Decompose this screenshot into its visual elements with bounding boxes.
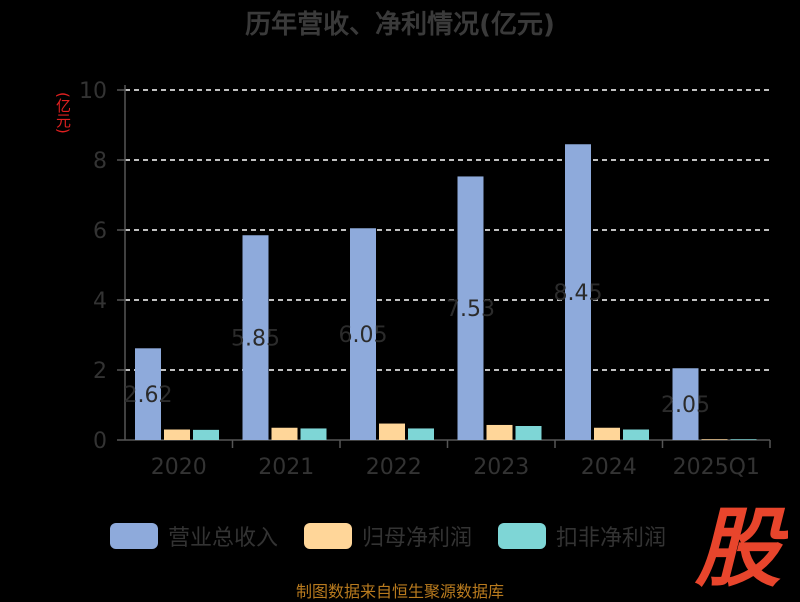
data-label-revenue: 2.05 bbox=[661, 393, 710, 418]
bar-deducted-profit bbox=[730, 439, 757, 440]
x-tick-label: 2025Q1 bbox=[673, 455, 760, 480]
legend-item-revenue: 营业总收入 bbox=[110, 520, 278, 552]
y-tick-label: 8 bbox=[93, 149, 107, 174]
bar-deducted-profit bbox=[300, 428, 327, 440]
bar-revenue bbox=[565, 144, 591, 440]
bar-net-profit bbox=[271, 427, 298, 440]
y-tick-label: 6 bbox=[93, 219, 107, 244]
data-label-revenue: 5.85 bbox=[231, 327, 280, 352]
x-tick-label: 2022 bbox=[366, 455, 422, 480]
bar-deducted-profit bbox=[623, 429, 649, 440]
bar-net-profit bbox=[701, 439, 728, 440]
stock-logo: 股 bbox=[694, 500, 788, 590]
y-tick-label: 2 bbox=[93, 359, 107, 384]
bar-deducted-profit bbox=[408, 428, 434, 440]
y-tick-label: 10 bbox=[79, 79, 107, 104]
svg-text:股: 股 bbox=[694, 500, 788, 590]
legend-item-deducted-profit: 扣非净利润 bbox=[498, 520, 666, 552]
y-axis-unit-label: (亿元) bbox=[54, 92, 72, 134]
bar-revenue bbox=[672, 368, 699, 440]
x-tick-label: 2020 bbox=[151, 455, 207, 480]
bar-deducted-profit bbox=[193, 429, 219, 440]
bar-revenue bbox=[135, 348, 161, 440]
data-label-revenue: 7.53 bbox=[446, 297, 495, 322]
bar-net-profit bbox=[379, 423, 405, 440]
x-tick-label: 2021 bbox=[258, 455, 314, 480]
data-label-revenue: 2.62 bbox=[124, 383, 173, 408]
y-tick-label: 0 bbox=[93, 429, 107, 454]
bar-net-profit bbox=[164, 429, 190, 440]
x-tick-label: 2024 bbox=[581, 455, 637, 480]
bar-revenue bbox=[242, 235, 269, 440]
data-label-revenue: 8.45 bbox=[554, 281, 603, 306]
legend-label-deducted-profit: 扣非净利润 bbox=[556, 526, 667, 551]
chart-legend: 营业总收入 归母净利润 扣非净利润 bbox=[110, 518, 692, 554]
bar-deducted-profit bbox=[515, 426, 542, 440]
bar-revenue bbox=[350, 228, 376, 440]
y-tick-label: 4 bbox=[93, 289, 107, 314]
bar-revenue bbox=[457, 176, 484, 440]
legend-item-net-profit: 归母净利润 bbox=[304, 520, 472, 552]
bar-net-profit bbox=[594, 427, 620, 440]
legend-swatch-revenue bbox=[110, 523, 158, 549]
legend-label-net-profit: 归母净利润 bbox=[362, 526, 473, 551]
legend-label-revenue: 营业总收入 bbox=[168, 526, 279, 551]
data-label-revenue: 6.05 bbox=[339, 323, 388, 348]
legend-swatch-deducted-profit bbox=[498, 523, 547, 549]
chart-title: 历年营收、净利情况(亿元) bbox=[245, 10, 555, 40]
x-tick-label: 2023 bbox=[473, 455, 529, 480]
bar-net-profit bbox=[486, 424, 513, 440]
legend-swatch-net-profit bbox=[304, 523, 353, 549]
data-source-note: 制图数据来自恒生聚源数据库 bbox=[295, 582, 504, 601]
